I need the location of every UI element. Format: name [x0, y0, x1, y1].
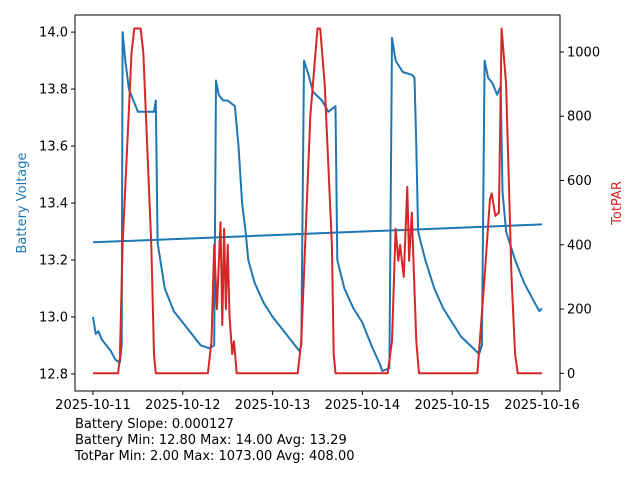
- plot-area: [92, 27, 543, 375]
- x-tick-label: 2025-10-16: [504, 398, 580, 413]
- y-tick-label: 13.2: [39, 253, 68, 268]
- battery-slope-text: Battery Slope: 0.000127: [75, 417, 234, 432]
- battery-trend-line: [92, 223, 543, 244]
- x-tick-label: 2025-10-14: [325, 398, 401, 413]
- y-axis-left: 12.8 13.0 13.2 13.4 13.6 13.8 14.0: [39, 26, 75, 382]
- stats-annotation: Battery Slope: 0.000127 Battery Min: 12.…: [75, 417, 355, 465]
- x-tick-label: 2025-10-11: [55, 398, 131, 413]
- y2-tick-label: 400: [567, 238, 592, 253]
- y2-tick-label: 800: [567, 110, 592, 125]
- y-tick-label: 13.8: [39, 83, 68, 98]
- x-tick-label: 2025-10-15: [414, 398, 490, 413]
- x-tick-label: 2025-10-12: [145, 398, 221, 413]
- y-tick-label: 14.0: [39, 26, 68, 41]
- y2-axis-label: TotPAR: [610, 181, 625, 226]
- y2-tick-label: 0: [567, 367, 575, 382]
- y2-tick-label: 200: [567, 303, 592, 318]
- y-tick-label: 12.8: [39, 367, 68, 382]
- y-axis-label: Battery Voltage: [15, 152, 30, 253]
- par-stats-text: TotPar Min: 2.00 Max: 1073.00 Avg: 408.0…: [75, 449, 355, 464]
- battery-stats-text: Battery Min: 12.80 Max: 14.00 Avg: 13.29: [75, 433, 347, 448]
- x-axis: 2025-10-11 2025-10-12 2025-10-13 2025-10-14…: [55, 391, 580, 413]
- y-tick-label: 13.0: [39, 310, 68, 325]
- battery-voltage-line: [92, 31, 543, 373]
- totpar-line: [93, 27, 542, 375]
- y2-tick-label: 1000: [567, 45, 600, 60]
- y-tick-label: 13.6: [39, 140, 68, 155]
- y-axis-right: 0 200 400 600 800 1000: [560, 45, 600, 382]
- y2-tick-label: 600: [567, 174, 592, 189]
- x-tick-label: 2025-10-13: [235, 398, 311, 413]
- y-tick-label: 13.4: [39, 197, 68, 212]
